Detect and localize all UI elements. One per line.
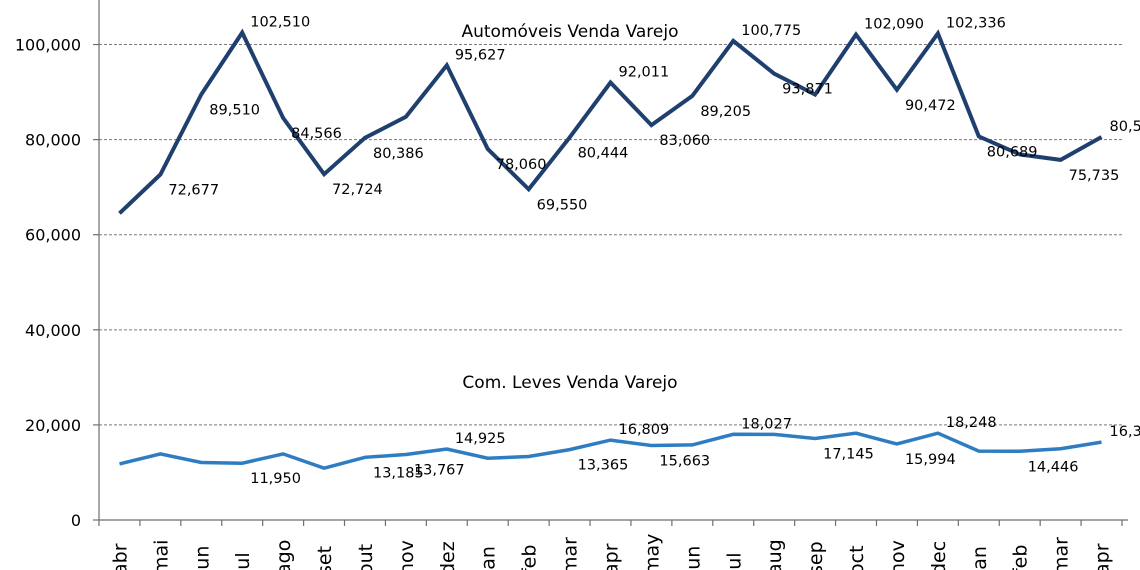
x-tick-label: mar [560, 537, 582, 570]
data-label: 89,205 [700, 104, 751, 120]
x-tick-label: apr [601, 543, 623, 570]
x-tick-label: dec [928, 541, 950, 570]
x-tick-label: jan [478, 546, 500, 570]
axes [93, 0, 1128, 526]
x-tick-label: jun [682, 546, 704, 570]
data-label: 69,550 [537, 197, 588, 213]
data-label: 80,558 [1110, 119, 1140, 135]
x-tick-label: apr [1092, 543, 1114, 570]
x-tick-label: mar [1051, 537, 1073, 570]
x-tick-label: jul [232, 552, 254, 570]
x-tick-label: may [641, 534, 663, 570]
data-label: 72,677 [168, 182, 219, 198]
x-tick-label: set [314, 546, 336, 570]
data-labels: 72,677 89,510 102,510 84,566 72,724 80,386 95,… [168, 15, 1140, 488]
x-tick-label: feb [1010, 545, 1032, 570]
x-tick-label: nov [887, 540, 909, 570]
data-label: 102,090 [864, 17, 924, 33]
data-label: 102,336 [946, 15, 1006, 31]
data-label: 11,950 [250, 471, 301, 487]
data-label: 90,472 [905, 98, 956, 114]
x-tick-label: feb [519, 545, 541, 570]
data-label: 14,446 [1028, 459, 1079, 475]
data-label: 16,393 [1110, 424, 1140, 440]
data-label: 92,011 [619, 65, 670, 81]
y-tick-label: 80,000 [25, 131, 81, 150]
data-label: 72,724 [332, 182, 383, 198]
data-label: 83,060 [659, 133, 710, 149]
data-label: 80,444 [578, 146, 629, 162]
series-title-automoveis: Automóveis Venda Varejo [461, 22, 678, 42]
x-tick-label: jan [969, 546, 991, 570]
gridlines [99, 44, 1122, 426]
data-label: 95,627 [455, 47, 506, 63]
data-label: 18,248 [946, 415, 997, 431]
data-label: 15,663 [659, 454, 710, 470]
x-tick-label: oct [846, 545, 868, 570]
data-label: 16,809 [619, 422, 670, 438]
series-lines [118, 28, 1103, 471]
y-tick-label: 0 [71, 511, 81, 530]
data-label: 93,871 [782, 82, 833, 98]
data-label: 80,386 [373, 146, 424, 162]
x-tick-label: mai [150, 540, 172, 570]
y-tick-label: 20,000 [25, 416, 81, 435]
data-label: 84,566 [291, 126, 342, 142]
data-label: 78,060 [496, 157, 547, 173]
data-label: 13,185 [373, 465, 424, 481]
x-tick-labels: abr mai jun jul ago set out nov dez jan feb mar apr m… [109, 534, 1113, 570]
data-label: 13,767 [414, 463, 465, 479]
series-line [119, 431, 1102, 471]
x-tick-label: aug [764, 539, 786, 570]
x-tick-label: sep [805, 541, 827, 570]
y-tick-label: 60,000 [25, 226, 81, 245]
series-line [118, 28, 1103, 215]
data-label: 102,510 [250, 15, 310, 31]
x-tick-label: jul [723, 552, 745, 570]
data-label: 89,510 [209, 102, 260, 118]
x-tick-label: out [355, 544, 377, 570]
x-tick-label: ago [273, 540, 295, 570]
x-tick-label: abr [109, 543, 131, 570]
data-label: 15,994 [905, 452, 956, 468]
y-tick-labels: 0 20,000 40,000 60,000 80,000 100,000 [15, 36, 81, 530]
data-label: 13,365 [578, 458, 629, 474]
y-tick-label: 100,000 [15, 36, 81, 55]
x-tick-label: nov [396, 540, 418, 570]
series-title-com-leves: Com. Leves Venda Varejo [462, 373, 677, 393]
data-label: 18,027 [741, 416, 792, 432]
data-label: 80,689 [987, 144, 1038, 160]
x-tick-label: dez [437, 541, 459, 570]
data-label: 14,925 [455, 431, 506, 447]
data-label: 75,735 [1069, 168, 1120, 184]
data-label: 100,775 [741, 23, 801, 39]
x-tick-label: jun [191, 546, 213, 570]
data-label: 17,145 [823, 446, 874, 462]
y-tick-label: 40,000 [25, 321, 81, 340]
